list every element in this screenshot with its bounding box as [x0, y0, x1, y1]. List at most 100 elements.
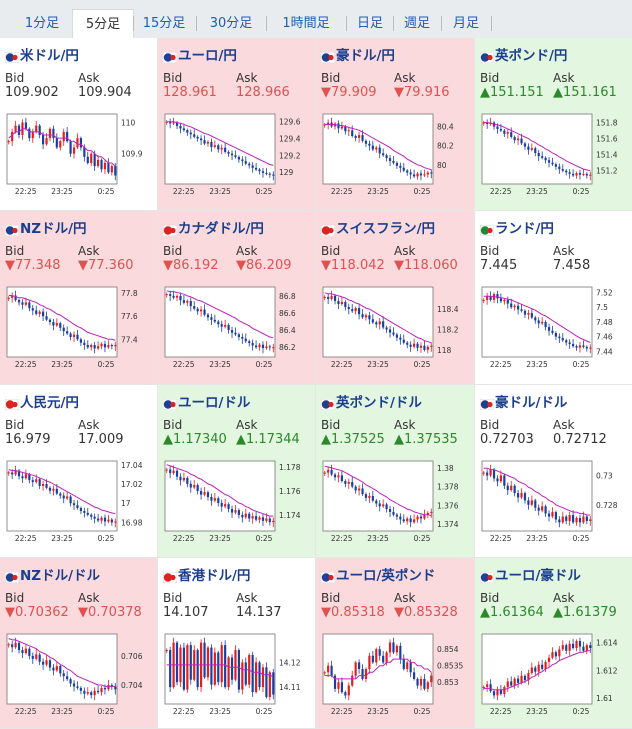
- candle: [364, 492, 368, 502]
- currency-tile[interactable]: 英ポンド/円 Bid ▲151.151 Ask ▲151.161 151.8 151.6 15…: [475, 38, 632, 211]
- currency-tile[interactable]: カナダドル/円 Bid ▼86.192 Ask ▼86.209 86.8 86.6 86.4 8…: [158, 211, 316, 385]
- currency-tile[interactable]: 豪ドル/円 Bid ▼79.909 Ask ▼79.916 80.4 80.2 80 22:25…: [316, 38, 475, 211]
- pair-name-link[interactable]: 豪ドル/円: [336, 48, 395, 64]
- moving-average-line: [8, 128, 116, 167]
- candle: [513, 484, 516, 497]
- candle: [568, 511, 571, 526]
- moving-average-line: [166, 664, 274, 678]
- moving-average-line: [324, 465, 432, 517]
- candle: [527, 497, 530, 510]
- candle: [265, 168, 268, 176]
- candle: [419, 342, 423, 353]
- pair-name-link[interactable]: NZドル/円: [20, 221, 87, 237]
- pair-name-link[interactable]: 英ポンド/円: [495, 48, 568, 64]
- pair-name-link[interactable]: ユーロ/豪ドル: [495, 568, 581, 584]
- candle: [489, 464, 492, 478]
- candle: [506, 678, 509, 692]
- candle: [551, 157, 554, 166]
- currency-tile[interactable]: 豪ドル/ドル Bid 0.72703 Ask 0.72712 0.73 0.728 22:25…: [475, 385, 632, 558]
- currency-tile[interactable]: ユーロ/英ポンド Bid ▼0.85318 Ask ▼0.85328 0.854 0.853…: [316, 558, 475, 729]
- candle: [100, 158, 103, 173]
- tab-1hour[interactable]: 1時間足: [282, 16, 330, 31]
- candle: [510, 127, 513, 139]
- pair-name-link[interactable]: ユーロ/円: [178, 48, 237, 64]
- eu-us-flag-icon: [162, 395, 178, 411]
- candle: [220, 499, 223, 512]
- candle: [378, 144, 381, 159]
- candle: [265, 662, 268, 699]
- price-chart: 77.8 77.6 77.4 22:25 23:25 0:25: [6, 286, 138, 369]
- candle: [59, 321, 62, 331]
- bid-label: Bid: [480, 244, 500, 258]
- candle: [107, 158, 110, 174]
- currency-tile[interactable]: 英ポンド/ドル Bid ▲1.37525 Ask ▲1.37535 1.38 1.378 1.…: [316, 385, 475, 558]
- y-tick-label: 77.6: [121, 312, 138, 321]
- y-tick-label: 17.04: [121, 461, 143, 470]
- candle: [482, 685, 485, 691]
- ask-price: ▲151.161: [553, 85, 617, 100]
- currency-tile[interactable]: スイスフラン/円 Bid ▼118.042 Ask ▼118.060 118.4 118.2…: [316, 211, 475, 385]
- candle: [503, 298, 506, 305]
- tab-30min[interactable]: 30分足: [209, 16, 253, 31]
- pair-name-link[interactable]: カナダドル/円: [178, 221, 264, 237]
- tab-monthly[interactable]: 月足: [452, 16, 479, 31]
- x-tick-label: 22:25: [15, 360, 37, 369]
- nz-jp-flag-icon: [4, 221, 20, 237]
- bid-price: 109.902: [5, 85, 59, 100]
- x-tick-label: 0:25: [573, 707, 590, 716]
- candle: [11, 292, 14, 303]
- pair-name-link[interactable]: ユーロ/英ポンド: [336, 568, 436, 584]
- candle: [189, 297, 192, 312]
- candle: [230, 150, 234, 161]
- candle: [217, 143, 220, 153]
- candle: [69, 677, 72, 687]
- candle: [499, 293, 503, 303]
- candle: [210, 138, 213, 152]
- candle: [503, 128, 506, 137]
- currency-tile[interactable]: 米ドル/円 Bid 109.902 Ask 109.904 110 109.9 22:25 23…: [0, 38, 158, 211]
- currency-tile[interactable]: NZドル/円 Bid ▼77.348 Ask ▼77.360 77.8 77.6 77.4 22…: [0, 211, 158, 385]
- pair-name-link[interactable]: NZドル/ドル: [20, 568, 101, 584]
- ask-price: 0.72712: [553, 432, 607, 447]
- candle: [199, 135, 203, 146]
- currency-tile[interactable]: NZドル/ドル Bid ▼0.70362 Ask ▼0.70378 0.706 0.704 2…: [0, 558, 158, 729]
- candle: [11, 640, 14, 653]
- candle: [193, 645, 196, 682]
- pair-name-link[interactable]: 米ドル/円: [20, 48, 79, 64]
- candle: [388, 639, 392, 658]
- candle: [210, 313, 213, 326]
- pair-name-link[interactable]: スイスフラン/円: [336, 221, 436, 237]
- pair-name-link[interactable]: ユーロ/ドル: [178, 395, 251, 411]
- candle: [351, 303, 354, 313]
- candle: [527, 309, 530, 320]
- candle: [347, 303, 350, 315]
- currency-tile[interactable]: ランド/円 Bid 7.445 Ask 7.458 7.52 7.5 7.48 7.46 7.44…: [475, 211, 632, 385]
- candle: [482, 470, 485, 476]
- pair-name-link[interactable]: 香港ドル/円: [178, 568, 251, 584]
- candle: [203, 304, 206, 317]
- candle: [578, 514, 582, 528]
- candle: [52, 485, 55, 496]
- tab-daily[interactable]: 日足: [356, 16, 383, 31]
- ask-label: Ask: [78, 244, 100, 258]
- candle: [333, 674, 337, 693]
- currency-tile[interactable]: ユーロ/ドル Bid ▲1.17340 Ask ▲1.17344 1.178 1.176 1.…: [158, 385, 316, 558]
- pair-name-link[interactable]: 豪ドル/ドル: [495, 395, 568, 411]
- candle: [565, 643, 568, 655]
- currency-tile[interactable]: 人民元/円 Bid 16.979 Ask 17.009 17.04 17.02 17 16.98…: [0, 385, 158, 558]
- currency-tile[interactable]: 香港ドル/円 Bid 14.107 Ask 14.137 14.12 14.11 22:25 2…: [158, 558, 316, 729]
- y-tick-label: 1.174: [279, 511, 301, 520]
- currency-tile[interactable]: ユーロ/円 Bid 128.961 Ask 128.966 129.6 129.4 129.2…: [158, 38, 316, 211]
- pair-name-link[interactable]: 人民元/円: [20, 395, 79, 411]
- currency-tile[interactable]: ユーロ/豪ドル Bid ▲1.61364 Ask ▲1.61379 1.614 1.612 1…: [475, 558, 632, 729]
- tab-weekly[interactable]: 週足: [403, 16, 430, 31]
- pair-name-link[interactable]: ランド/円: [495, 221, 554, 237]
- pair-name-link[interactable]: 英ポンド/ドル: [336, 395, 422, 411]
- candle: [392, 156, 395, 165]
- x-tick-label: 22:25: [173, 707, 195, 716]
- tab-15min[interactable]: 15分足: [142, 16, 186, 31]
- tab-1min[interactable]: 1分足: [24, 16, 60, 31]
- candle: [385, 650, 388, 666]
- tab-5min[interactable]: 5分足: [72, 9, 134, 39]
- candle: [402, 654, 405, 671]
